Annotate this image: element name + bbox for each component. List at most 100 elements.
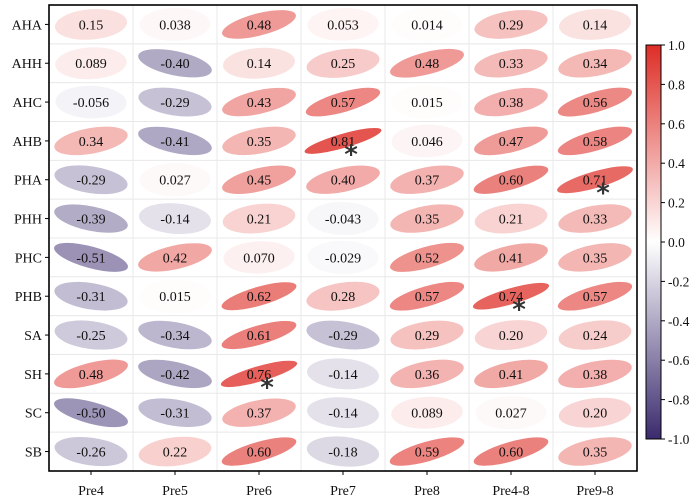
correlation-ellipse — [306, 436, 380, 467]
cell-value-label: -0.34 — [160, 329, 189, 344]
row-tick-label: PHC — [15, 251, 42, 266]
correlation-ellipse — [558, 437, 632, 466]
cell-value-label: 0.62 — [247, 290, 272, 305]
correlation-ellipse — [391, 85, 463, 119]
cell-value-label: -0.31 — [76, 290, 105, 305]
cell-value-label: 0.14 — [583, 18, 608, 33]
cell-value-label: -0.31 — [160, 407, 189, 422]
cell-value-label: 0.046 — [411, 135, 443, 150]
cell-value-label: 0.027 — [495, 407, 527, 422]
correlation-ellipse — [389, 437, 465, 466]
correlation-ellipse — [54, 320, 128, 350]
cell-value-label: 0.40 — [331, 174, 356, 189]
cell-value-label: 0.014 — [411, 18, 443, 33]
row-tick-label: PHA — [14, 174, 43, 189]
correlation-ellipse — [54, 436, 128, 467]
correlation-ellipse — [138, 49, 212, 78]
correlation-ellipse — [558, 359, 632, 389]
row-tick-label: AHA — [12, 18, 43, 33]
correlation-ellipse — [557, 126, 633, 156]
cell-value-label: 0.37 — [415, 174, 440, 189]
column-tick-label: Pre5 — [162, 484, 188, 499]
cell-value-label: 0.15 — [79, 18, 104, 33]
row-tick-label: SC — [25, 407, 42, 422]
correlation-ellipse — [391, 124, 463, 158]
correlation-ellipse — [557, 281, 633, 311]
colorbar-tick-label: 0.2 — [668, 196, 685, 211]
cell-value-label: -0.29 — [76, 174, 105, 189]
cell-value-label: 0.57 — [415, 290, 440, 305]
significance-asterisk: * — [344, 140, 358, 170]
cell-value-label: 0.56 — [583, 96, 608, 111]
correlation-ellipse — [54, 398, 128, 428]
cell-value-label: 0.35 — [583, 251, 608, 266]
correlation-ellipse — [139, 279, 211, 314]
correlation-ellipse — [306, 165, 380, 194]
cell-value-label: 0.41 — [499, 368, 524, 383]
cell-value-label: -0.51 — [76, 251, 105, 266]
correlation-ellipse — [391, 396, 463, 429]
cell-value-label: 0.76 — [247, 368, 272, 383]
cell-value-label: 0.038 — [159, 18, 191, 33]
cell-value-label: 0.81 — [331, 135, 356, 150]
correlation-ellipse — [390, 204, 464, 233]
cell-value-label: 0.57 — [583, 290, 608, 305]
row-tick-label: AHC — [12, 96, 42, 111]
cell-value-label: 0.33 — [499, 57, 524, 72]
cell-value-label: -0.043 — [325, 213, 361, 228]
cell-value-label: 0.38 — [583, 368, 608, 383]
cell-value-label: -0.18 — [328, 446, 357, 461]
column-tick-label: Pre7 — [330, 484, 356, 499]
correlation-ellipse — [474, 87, 548, 117]
correlation-ellipse — [390, 359, 464, 389]
cell-value-label: 0.48 — [247, 18, 272, 33]
correlation-ellipse — [221, 282, 297, 311]
correlation-ellipse — [222, 203, 296, 234]
cell-value-label: 0.38 — [499, 96, 524, 111]
cell-value-label: 0.47 — [499, 135, 524, 150]
correlation-ellipse — [474, 48, 548, 78]
correlation-ellipse — [138, 243, 212, 272]
colorbar-tick-label: 0.8 — [668, 77, 685, 92]
correlation-ellipse — [138, 436, 212, 467]
correlation-ellipse — [558, 320, 632, 350]
cell-value-label: 0.20 — [583, 407, 608, 422]
correlation-ellipse — [473, 437, 549, 466]
correlation-ellipse — [54, 204, 128, 233]
correlation-ellipse — [223, 241, 295, 274]
cell-value-label: 0.42 — [163, 251, 188, 266]
cell-value-label: 0.089 — [75, 57, 107, 72]
cell-value-label: -0.056 — [73, 96, 109, 111]
column-tick-label: Pre8 — [414, 484, 440, 499]
correlation-ellipse — [304, 127, 382, 154]
colorbar-tick-label: -0.6 — [668, 353, 690, 368]
correlation-ellipse — [390, 48, 464, 78]
colorbar-tick-label: -0.4 — [668, 314, 690, 329]
row-tick-label: SH — [24, 368, 42, 383]
significance-asterisk: * — [260, 373, 274, 403]
correlation-ellipse — [306, 281, 380, 311]
colorbar-ticks: 1.0 0.8 0.6 0.4 0.2 0.0 -0.2 -0.4 -0.6 -0.8 -1.0 — [661, 38, 690, 447]
cell-value-label: 0.21 — [247, 213, 272, 228]
correlation-ellipse — [221, 320, 297, 350]
colorbar-tick-label: 0.0 — [668, 235, 685, 250]
cell-value-label: 0.41 — [499, 251, 524, 266]
significance-markers: * * * * — [260, 140, 610, 403]
cell-grid — [49, 5, 637, 471]
cell-value-label: -0.50 — [76, 407, 105, 422]
correlation-ellipses — [54, 7, 633, 467]
cell-value-label: 0.29 — [499, 18, 524, 33]
correlation-ellipse — [139, 163, 211, 197]
cell-value-label: 0.58 — [583, 135, 608, 150]
correlation-ellipse — [138, 87, 212, 117]
colorbar-tick-label: 0.6 — [668, 117, 685, 132]
correlation-ellipse — [474, 203, 548, 234]
cell-value-label: -0.29 — [328, 329, 357, 344]
cell-value-label: 0.59 — [415, 446, 440, 461]
colorbar-tick-label: -0.2 — [668, 274, 689, 289]
row-tick-label: PHB — [15, 290, 42, 305]
cell-value-label: 0.027 — [159, 174, 191, 189]
cell-value-label: 0.053 — [327, 18, 359, 33]
row-tick-label: PHH — [14, 213, 42, 228]
